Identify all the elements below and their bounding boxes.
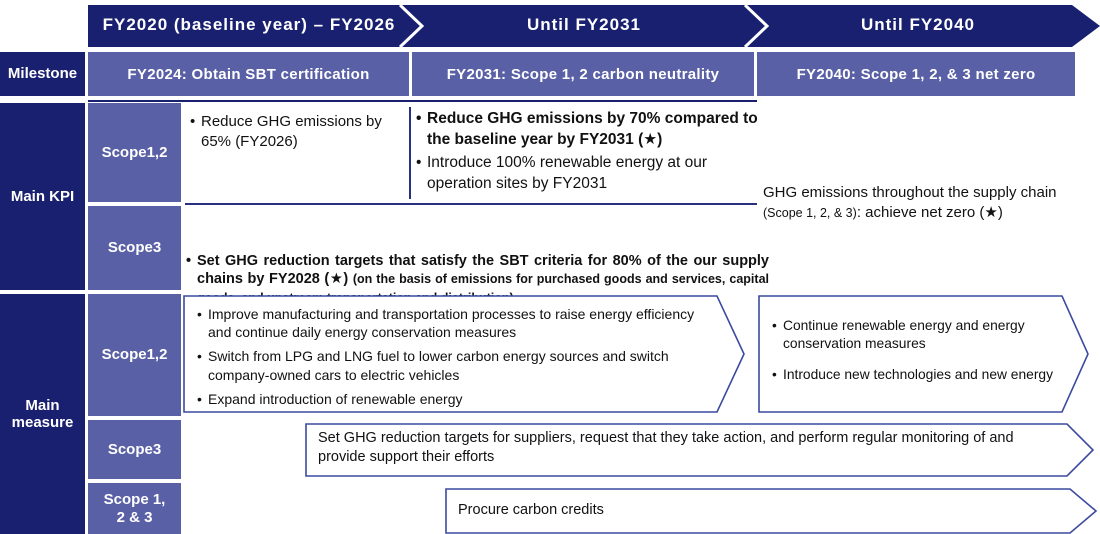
measure-scope123-label: Scope 1, 2 & 3 (88, 483, 181, 534)
chevron-separator-icon (743, 5, 770, 47)
kpi-phase3-text-part2: : achieve net zero (★) (856, 204, 1003, 222)
milestone-phase1: FY2024: Obtain SBT certification (88, 52, 409, 96)
kpi-phase3-text-part1: GHG emissions throughout the supply chai… (763, 184, 1057, 201)
kpi-top-rule (88, 100, 757, 102)
main-kpi-row-label: Main KPI (0, 103, 85, 290)
measure-bullet: Improve manufacturing and transportation… (197, 305, 703, 341)
measure-bullet: Introduce new technologies and new energ… (772, 366, 1060, 384)
measure-scope123-text: Procure carbon credits (458, 502, 604, 518)
measure-scope3-text: Set GHG reduction targets for suppliers,… (318, 430, 1014, 465)
measure-box-scope123-shape (445, 488, 1098, 534)
chevron-separator-icon (398, 5, 425, 47)
kpi-phase1-bullet: Reduce GHG emissions by 65% (FY2026) (190, 112, 413, 153)
measure-box-scope12-content: Improve manufacturing and transportation… (197, 305, 703, 408)
timeline-phase3-label: Until FY2040 (860, 15, 976, 34)
main-measure-row-label: Main measure (0, 294, 85, 534)
kpi-phase3-text: GHG emissions throughout the supply chai… (763, 183, 1095, 224)
timeline-phase1-label: FY2020 (baseline year) – FY2026 (102, 15, 396, 34)
measure-bullet: Expand introduction of renewable energy (197, 390, 703, 408)
kpi-scope12-label: Scope1,2 (88, 103, 181, 202)
timeline-phase2-label: Until FY2031 (526, 15, 642, 34)
kpi-phase2-bullet1: Reduce GHG emissions by 70% compared to … (416, 109, 758, 151)
kpi-phase2-bullet2: Introduce 100% renewable energy at our o… (416, 153, 758, 195)
measure-bullet: Continue renewable energy and energy con… (772, 317, 1060, 353)
measure-box-scope3-shape (305, 423, 1095, 477)
measure-scope3-label: Scope3 (88, 420, 181, 479)
measure-bullet: Switch from LPG and LNG fuel to lower ca… (197, 347, 703, 383)
kpi-scope3-text: Set GHG reduction targets that satisfy t… (186, 252, 769, 309)
measure-box-scope12-phase3-content: Continue renewable energy and energy con… (772, 317, 1060, 384)
timeline-arrow-band (88, 5, 1100, 47)
milestone-phase2: FY2031: Scope 1, 2 carbon neutrality (412, 52, 754, 96)
timeline-arrow-shape (88, 5, 1100, 47)
milestone-row-label: Milestone (0, 52, 85, 96)
kpi-column-separator (409, 107, 411, 199)
measure-scope12-label: Scope1,2 (88, 294, 181, 416)
kpi-phase3-text-scopes: (Scope 1, 2, & 3) (763, 206, 857, 221)
milestone-phase3: FY2040: Scope 1, 2, & 3 net zero (757, 52, 1075, 96)
kpi-scope3-label: Scope3 (88, 206, 181, 290)
kpi-scope3-text-main: Set GHG reduction targets that satisfy t… (197, 252, 769, 288)
kpi-row-divider (185, 203, 757, 205)
